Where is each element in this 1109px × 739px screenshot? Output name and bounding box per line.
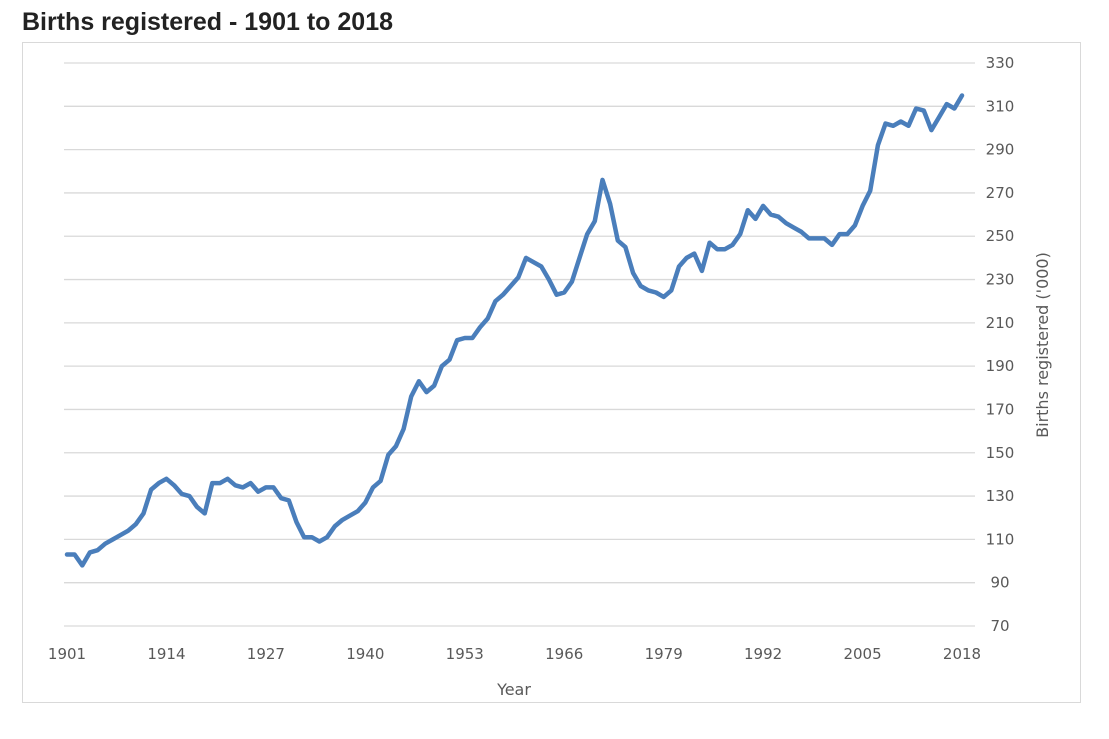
x-tick-label: 1914 — [147, 645, 185, 663]
x-axis-title: Year — [496, 680, 531, 699]
x-tick-label: 1992 — [744, 645, 782, 663]
x-tick-label: 1953 — [446, 645, 484, 663]
y-tick-label: 210 — [986, 314, 1015, 332]
x-tick-label: 1940 — [346, 645, 384, 663]
chart-frame — [22, 42, 1081, 703]
y-tick-label: 170 — [986, 400, 1015, 418]
x-tick-label: 1966 — [545, 645, 583, 663]
y-tick-label: 150 — [986, 444, 1015, 462]
y-tick-label: 110 — [986, 530, 1015, 548]
chart-title: Births registered - 1901 to 2018 — [22, 8, 393, 36]
y-tick-label: 310 — [986, 97, 1015, 115]
x-tick-label: 1927 — [247, 645, 285, 663]
y-tick-label: 90 — [990, 574, 1009, 592]
y-tick-label: 130 — [986, 487, 1015, 505]
y-tick-label: 70 — [990, 617, 1009, 635]
y-axis-title: Births registered ('000) — [1033, 252, 1052, 438]
y-tick-label: 250 — [986, 227, 1015, 245]
y-tick-label: 330 — [986, 54, 1015, 72]
y-tick-label: 270 — [986, 184, 1015, 202]
x-tick-label: 2005 — [843, 645, 881, 663]
series-line-births — [64, 93, 965, 568]
x-tick-label: 1901 — [48, 645, 86, 663]
y-tick-label: 190 — [986, 357, 1015, 375]
x-tick-label: 2018 — [943, 645, 981, 663]
y-tick-label: 290 — [986, 141, 1015, 159]
y-tick-label: 230 — [986, 271, 1015, 289]
x-tick-label: 1979 — [645, 645, 683, 663]
